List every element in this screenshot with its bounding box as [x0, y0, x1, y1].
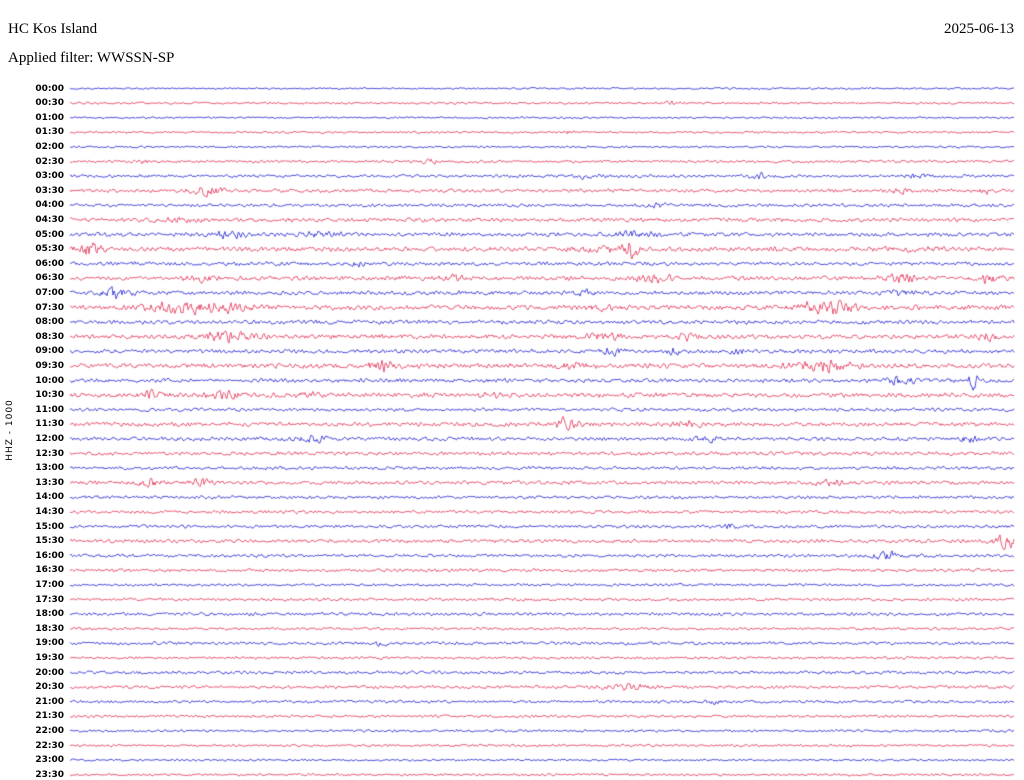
time-label: 04:30	[35, 214, 64, 225]
time-label: 01:30	[35, 127, 64, 138]
time-label: 00:30	[35, 98, 64, 109]
time-label: 10:00	[35, 375, 64, 386]
time-label: 08:30	[35, 331, 64, 342]
time-label: 19:00	[35, 638, 64, 649]
time-label: 16:30	[35, 565, 64, 576]
time-label: 09:30	[35, 360, 64, 371]
time-label: 09:00	[35, 346, 64, 357]
time-label: 11:00	[35, 404, 64, 415]
time-label: 15:00	[35, 521, 64, 532]
time-label: 16:00	[35, 550, 64, 561]
time-label: 03:00	[35, 171, 64, 182]
time-label: 06:30	[35, 273, 64, 284]
time-label: 13:00	[35, 463, 64, 474]
time-label: 07:00	[35, 287, 64, 298]
time-label: 21:30	[35, 711, 64, 722]
time-label: 21:00	[35, 696, 64, 707]
time-label: 00:00	[35, 83, 64, 94]
time-label: 18:00	[35, 609, 64, 620]
time-label: 05:00	[35, 229, 64, 240]
time-label: 05:30	[35, 244, 64, 255]
time-label: 14:30	[35, 506, 64, 517]
time-label: 17:00	[35, 579, 64, 590]
time-label: 19:30	[35, 652, 64, 663]
time-label: 08:00	[35, 317, 64, 328]
time-label: 22:30	[35, 740, 64, 751]
time-label: 17:30	[35, 594, 64, 605]
time-label: 15:30	[35, 536, 64, 547]
time-label: 12:30	[35, 448, 64, 459]
time-label: 14:00	[35, 492, 64, 503]
time-label: 13:30	[35, 477, 64, 488]
time-label: 23:30	[35, 769, 64, 780]
time-label: 20:00	[35, 667, 64, 678]
time-label: 02:30	[35, 156, 64, 167]
time-label: 20:30	[35, 682, 64, 693]
time-label: 01:00	[35, 112, 64, 123]
time-label: 11:30	[35, 419, 64, 430]
time-label: 03:30	[35, 185, 64, 196]
time-label: 22:00	[35, 725, 64, 736]
time-label: 07:30	[35, 302, 64, 313]
time-label: 18:30	[35, 623, 64, 634]
time-label: 23:00	[35, 755, 64, 766]
time-label: 10:30	[35, 390, 64, 401]
time-label: 02:00	[35, 141, 64, 152]
time-label: 12:00	[35, 433, 64, 444]
time-label: 06:00	[35, 258, 64, 269]
time-label: 04:00	[35, 200, 64, 211]
